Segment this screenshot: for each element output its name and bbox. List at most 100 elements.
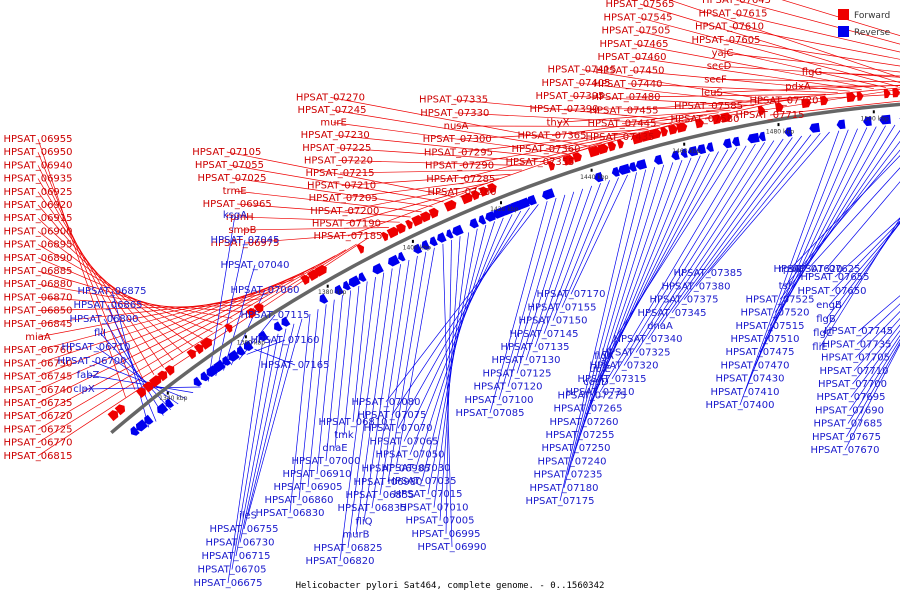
rev-leader-line [87, 374, 194, 393]
forward-gene [193, 343, 204, 355]
fwd-leader-line [37, 266, 315, 391]
fwd-leader-line [453, 99, 684, 122]
map-caption: Helicobacter pylori Sat464, complete gen… [296, 581, 605, 591]
rev-gene-label: HPSAT_07015 [393, 489, 462, 500]
forward-gene [668, 124, 678, 135]
fwd-gene-label: HPSAT_07225 [302, 143, 371, 154]
forward-gene [588, 146, 601, 158]
rev-gene-label: HPSAT_06990 [417, 542, 486, 553]
reverse-gene [429, 236, 438, 247]
reverse-gene [413, 243, 423, 254]
rev-leader-line [856, 303, 900, 345]
fwd-leader-line [736, 0, 900, 45]
rev-leader-line [858, 295, 900, 332]
legend-swatch-forward [838, 9, 849, 20]
forward-gene [405, 219, 413, 230]
rev-gene-label: dnaE [322, 443, 347, 454]
rev-leader-line [223, 264, 256, 371]
rev-leader-line [91, 360, 186, 399]
fwd-leader-line [623, 95, 814, 111]
rev-gene-label: HPSAT_07135 [500, 342, 569, 353]
fwd-leader-line [637, 16, 898, 87]
rev-gene-label: HPSAT_07130 [491, 355, 560, 366]
forward-gene [164, 365, 175, 376]
rev-gene-label: HPSAT_07620 [773, 264, 842, 275]
rev-gene-label: HPSAT_07120 [473, 382, 542, 393]
rev-gene-label: HPSAT_07380 [661, 281, 730, 292]
rev-gene-label: HPSAT_06705 [197, 565, 266, 576]
rev-gene-label: HPSAT_07385 [673, 268, 742, 279]
fwd-gene-label: HPSAT_07565 [605, 0, 674, 10]
reverse-gene [836, 119, 846, 130]
rev-gene-label: HPSAT_07165 [260, 360, 329, 371]
rev-gene-label: HPSAT_07745 [824, 326, 893, 337]
fwd-gene-label: HPSAT_07545 [603, 12, 672, 23]
rev-leader-line [846, 341, 900, 437]
reverse-gene [469, 218, 479, 229]
rev-gene-label: rpsB [779, 264, 802, 275]
fwd-leader-line [797, 85, 900, 87]
rev-gene-label: HPSAT_07160 [250, 335, 319, 346]
fwd-gene-label: HPSAT_07395 [535, 91, 604, 102]
rev-gene-label: HPSAT_07625 [791, 264, 860, 275]
fwd-leader-line [37, 217, 184, 354]
fwd-gene-label: HPSAT_07105 [192, 147, 261, 158]
fwd-gene-label: HPSAT_06725 [3, 424, 72, 435]
rev-leader-line [599, 145, 747, 393]
fwd-gene-label: flgG [802, 67, 822, 78]
rev-gene-label: HPSAT_07650 [797, 286, 866, 297]
reverse-gene [130, 426, 140, 436]
rev-leader-line [395, 247, 435, 469]
fwd-gene-label: HPSAT_07455 [589, 105, 658, 116]
fwd-leader-line [639, 3, 900, 84]
rev-gene-label: HPSAT_07175 [525, 496, 594, 507]
rev-gene-label: fliE [812, 342, 827, 353]
fwd-leader-line [715, 79, 900, 83]
forward-gene [356, 244, 365, 254]
rev-leader-line [855, 310, 900, 358]
forward-gene [801, 98, 812, 109]
rev-gene-label: HPSAT_07155 [527, 302, 596, 313]
rev-leader-line [595, 151, 719, 383]
rev-gene-label: HPSAT_07695 [816, 392, 885, 403]
fwd-leader-line [625, 93, 826, 98]
fwd-gene-label: HPSAT_06770 [3, 438, 72, 449]
forward-gene [186, 349, 196, 360]
rev-leader-line [789, 155, 900, 270]
fwd-gene-label: leuS [701, 88, 723, 99]
rev-leader-line [445, 239, 452, 534]
fwd-leader-line [718, 65, 900, 78]
fwd-gene-label: HPSAT_07390 [529, 104, 598, 115]
fwd-leader-line [725, 39, 900, 67]
rev-leader-line [543, 182, 601, 334]
fwd-gene-label: HPSAT_07025 [197, 173, 266, 184]
rev-leader-line [334, 290, 352, 449]
rev-leader-line [552, 180, 610, 321]
fwd-gene-label: HPSAT_07645 [702, 0, 771, 6]
reverse-gene [863, 116, 872, 127]
rev-leader-line [831, 220, 900, 292]
rev-gene-label: ileS [239, 511, 257, 522]
fwd-leader-line [37, 283, 233, 319]
reverse-gene [723, 138, 732, 149]
rev-gene-label: flgB [816, 314, 836, 325]
rev-gene-label: HPSAT_07030 [381, 463, 450, 474]
fwd-gene-label: miaA [25, 332, 51, 343]
rev-leader-line [683, 134, 812, 300]
reverse-gene [594, 172, 604, 183]
rev-leader-line [243, 323, 295, 530]
rev-gene-label: ubiE [589, 364, 611, 375]
fwd-gene-label: nusA [444, 121, 469, 132]
ruler-ticks: 1340 kbp 1360 kbp 1380 kbp 1400 kbp 1420 kbp… [159, 110, 889, 402]
rev-leader-line [807, 167, 900, 270]
rev-gene-label: HPSAT_07475 [725, 347, 794, 358]
fwd-gene-label: HPSAT_07215 [305, 168, 374, 179]
forward-gene [200, 337, 212, 350]
reverse-gene [244, 340, 254, 351]
reverse-gene [228, 349, 240, 362]
rev-leader-line [825, 222, 900, 320]
rev-gene-label: murB [342, 530, 369, 541]
fwd-leader-line [237, 203, 411, 218]
rev-leader-line [561, 177, 619, 308]
rev-leader-line [246, 339, 286, 355]
